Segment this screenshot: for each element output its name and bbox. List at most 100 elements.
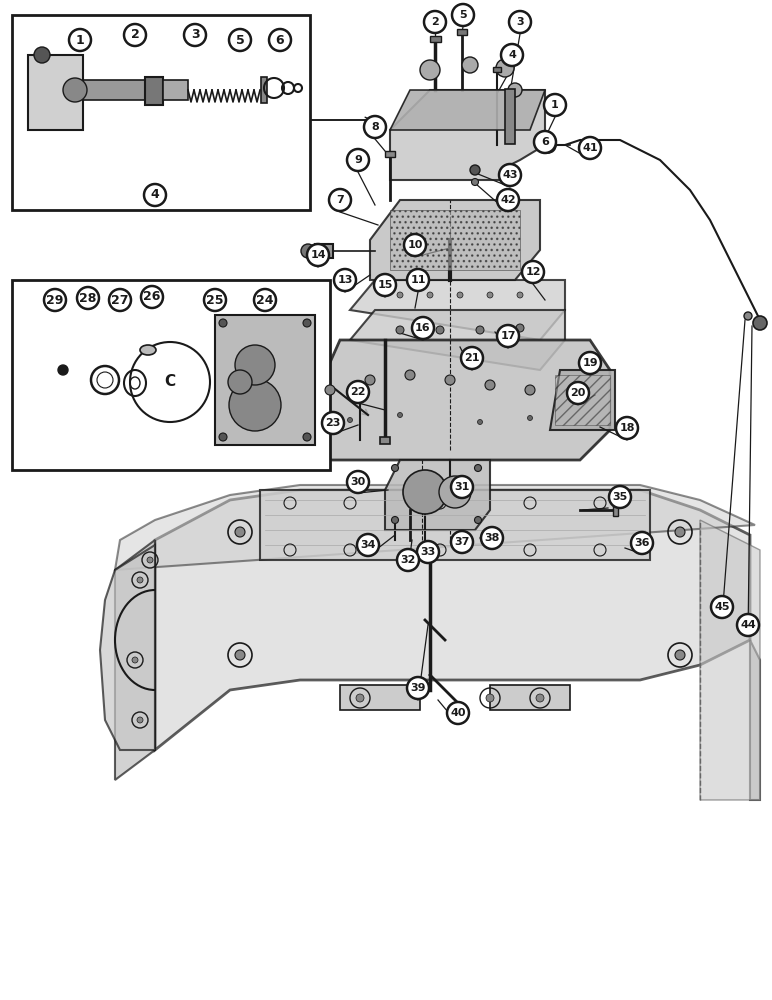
Circle shape [452,4,474,26]
Circle shape [412,317,434,339]
Circle shape [753,316,767,330]
Circle shape [476,326,484,334]
Text: 43: 43 [503,170,518,180]
Circle shape [417,541,439,563]
Circle shape [63,78,87,102]
Circle shape [397,292,403,298]
Text: 36: 36 [635,538,650,548]
Circle shape [461,347,483,369]
Text: 1: 1 [551,100,559,110]
Circle shape [229,29,251,51]
Text: 27: 27 [111,294,129,306]
Circle shape [509,11,531,33]
Circle shape [609,486,631,508]
Text: 37: 37 [454,537,469,547]
Circle shape [516,324,524,332]
Text: C: C [164,374,175,389]
Circle shape [44,289,66,311]
Circle shape [397,549,419,571]
Circle shape [540,137,556,153]
Text: 2: 2 [431,17,438,27]
Circle shape [497,325,519,347]
Text: 11: 11 [410,275,425,285]
Circle shape [616,417,638,439]
Circle shape [486,694,494,702]
Bar [505,89,515,144]
Bar [340,685,420,710]
Bar [163,80,188,100]
Polygon shape [700,520,760,800]
Circle shape [347,149,369,171]
Text: 2: 2 [130,28,140,41]
Text: 14: 14 [310,250,326,260]
Circle shape [457,292,463,298]
Circle shape [235,527,245,537]
Polygon shape [100,545,155,750]
Circle shape [374,274,396,296]
Circle shape [451,531,473,553]
Text: 42: 42 [500,195,516,205]
Circle shape [329,189,351,211]
Circle shape [737,614,759,636]
Circle shape [137,717,143,723]
Circle shape [478,420,482,424]
Text: 35: 35 [612,492,628,502]
Circle shape [470,165,480,175]
Circle shape [356,694,364,702]
Circle shape [396,326,404,334]
Text: 34: 34 [361,540,376,550]
Circle shape [303,319,311,327]
Text: 4: 4 [508,50,516,60]
Circle shape [269,29,291,51]
Text: 25: 25 [206,294,224,306]
Text: 6: 6 [541,137,549,147]
Circle shape [184,24,206,46]
Circle shape [404,234,426,256]
Text: 18: 18 [619,423,635,433]
Circle shape [544,94,566,116]
Circle shape [472,178,479,186]
Circle shape [398,412,402,418]
Bar [215,315,315,445]
Circle shape [229,379,281,431]
Circle shape [711,596,733,618]
Circle shape [34,47,50,63]
Text: 44: 44 [740,620,756,630]
Circle shape [124,24,146,46]
Circle shape [254,289,276,311]
Circle shape [347,381,369,403]
Text: 5: 5 [235,33,245,46]
Bar [315,244,333,258]
Text: 38: 38 [484,533,499,543]
Circle shape [567,382,589,404]
Text: 1: 1 [76,33,84,46]
Circle shape [219,319,227,327]
Circle shape [307,244,329,266]
Circle shape [420,60,440,80]
Text: 28: 28 [80,292,96,304]
Text: 29: 29 [46,294,63,306]
Circle shape [347,418,353,422]
Circle shape [235,345,275,385]
Polygon shape [260,490,650,560]
Circle shape [137,577,143,583]
Circle shape [481,527,503,549]
Polygon shape [390,90,545,180]
Text: 9: 9 [354,155,362,165]
Text: 32: 32 [401,555,415,565]
Circle shape [391,464,398,472]
Text: 23: 23 [325,418,340,428]
Circle shape [451,476,473,498]
Text: 19: 19 [582,358,598,368]
Circle shape [579,137,601,159]
Circle shape [322,412,344,434]
Circle shape [235,650,245,660]
Text: 45: 45 [714,602,730,612]
Polygon shape [550,370,615,430]
Polygon shape [385,460,490,530]
Circle shape [147,557,153,563]
Circle shape [77,287,99,309]
Text: 30: 30 [350,477,366,487]
Text: 39: 39 [410,683,425,693]
Text: 24: 24 [256,294,274,306]
